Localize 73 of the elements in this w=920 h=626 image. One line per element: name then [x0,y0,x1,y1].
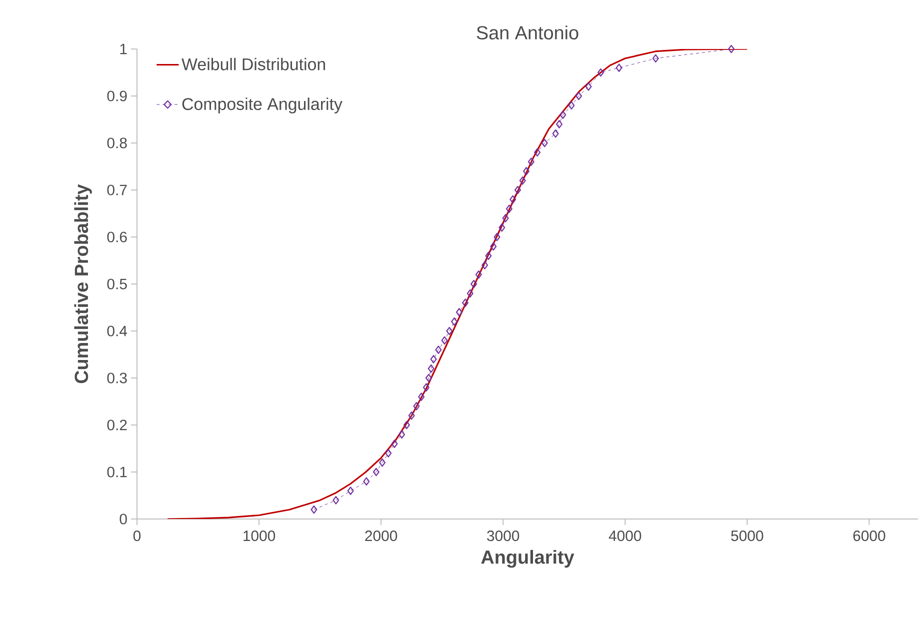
x-tick-label: 1000 [244,530,276,542]
y-tick-label: 0 [120,514,127,524]
y-tick-label: 0.3 [107,372,127,384]
point [435,346,442,354]
y-tick-label: 0.5 [107,278,127,290]
point [568,101,575,110]
chart-title: San Antonio [476,26,578,40]
point [519,176,526,185]
point [597,68,604,77]
point [470,280,478,288]
point [514,186,521,194]
point [379,458,386,467]
y-tick-label: 0.9 [107,90,127,102]
point [363,477,370,486]
point [428,364,434,373]
point [485,252,492,260]
point [413,402,420,410]
point [528,158,534,166]
point [446,326,453,336]
point [372,468,380,476]
x-tick-label: 6000 [853,530,886,542]
y-axis-title: Cumulative Probablity [74,184,92,384]
point [466,289,474,298]
point [310,505,318,514]
point [408,411,415,420]
x-tick-label: 2000 [365,530,398,542]
x-tick-label: 0 [133,530,141,542]
point [425,374,432,382]
point [616,64,622,72]
point [728,44,735,54]
x-tick-label: 4000 [608,530,642,542]
x-axis-title: Angularity [481,550,574,568]
point [541,138,548,148]
y-tick-label: 0.2 [107,420,127,430]
y-tick-label: 0.8 [107,138,127,148]
point [585,82,592,91]
point [652,54,659,63]
x-tick-label: 3000 [487,530,520,542]
legend-label: Weibull Distribution [182,58,326,70]
point [475,270,482,279]
point [451,317,458,326]
point [482,261,488,270]
point [462,298,469,307]
point [510,195,516,204]
point [398,430,406,439]
y-tick-label: 0.1 [107,466,127,478]
point [347,486,354,495]
point [502,214,509,222]
point [418,392,425,401]
point [552,129,559,138]
point [523,167,530,176]
point [403,420,410,430]
point [498,223,506,232]
y-tick-label: 0.7 [107,184,127,196]
point [332,496,340,504]
point [422,383,430,392]
point [456,308,462,316]
y-tick-label: 0.6 [107,232,127,242]
point [560,110,566,119]
point [391,440,398,448]
point [441,336,448,345]
point [534,148,541,157]
y-tick-label: 1 [120,44,127,54]
x-tick-label: 5000 [731,530,764,542]
point [430,355,437,364]
point [385,449,392,458]
point [576,92,582,100]
point [490,242,497,251]
legend-label: Composite Angularity [182,98,342,114]
point [506,204,512,213]
point [556,120,562,128]
y-tick-label: 0.4 [107,326,128,336]
point [494,232,500,242]
